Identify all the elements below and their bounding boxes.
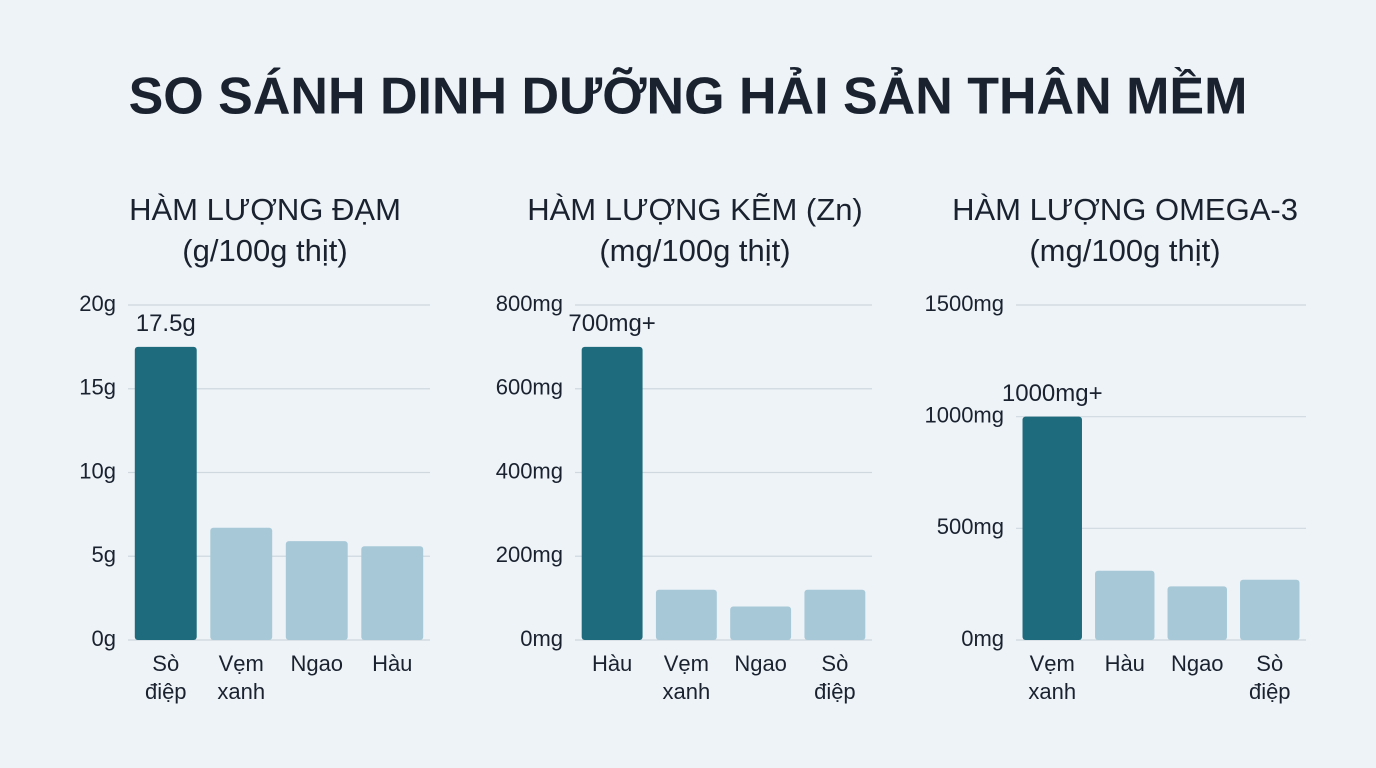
chart-subtitle: (g/100g thịt) bbox=[182, 233, 347, 268]
bar bbox=[1095, 570, 1155, 640]
chart-title: HÀM LƯỢNG OMEGA-3 bbox=[952, 192, 1298, 227]
x-tick-label-line: xanh bbox=[1028, 679, 1076, 704]
value-label: 1000mg+ bbox=[1002, 380, 1103, 407]
bar bbox=[1167, 586, 1227, 640]
y-tick-label: 5g bbox=[92, 542, 116, 567]
chart-title: HÀM LƯỢNG ĐẠM bbox=[129, 192, 401, 227]
bar bbox=[210, 527, 273, 640]
bar bbox=[581, 346, 643, 640]
bar bbox=[134, 346, 197, 640]
y-tick-label: 0g bbox=[92, 626, 116, 651]
x-tick-label-line: điệp bbox=[814, 679, 856, 704]
y-tick-label: 200mg bbox=[496, 542, 563, 567]
x-tick-label-line: Vẹm bbox=[664, 651, 709, 676]
y-tick-label: 20g bbox=[79, 291, 116, 316]
bar bbox=[1022, 416, 1082, 640]
chart-subtitle: (mg/100g thịt) bbox=[1029, 233, 1220, 268]
x-tick-label: Ngao bbox=[290, 651, 343, 676]
y-tick-label: 600mg bbox=[496, 375, 563, 400]
chart-subtitle: (mg/100g thịt) bbox=[599, 233, 790, 268]
x-tick-label-line: Sò bbox=[821, 651, 848, 676]
x-tick-label: Vẹm xanh bbox=[217, 651, 265, 704]
chart: HÀM LƯỢNG OMEGA-3 (mg/100g thịt) 0mg 500mg 1… bbox=[924, 192, 1306, 704]
bar bbox=[285, 541, 348, 640]
x-tick-label: Sò điệp bbox=[145, 651, 187, 704]
y-tick-label: 1500mg bbox=[924, 291, 1004, 316]
x-tick-label-line: điệp bbox=[145, 679, 187, 704]
x-tick-label: Sò điệp bbox=[1249, 651, 1291, 704]
bar bbox=[730, 606, 792, 640]
value-label: 17.5g bbox=[136, 310, 196, 337]
chart: HÀM LƯỢNG ĐẠM (g/100g thịt) 0g 5g 10g 15g 20g 1… bbox=[79, 192, 430, 704]
x-tick-label-line: xanh bbox=[217, 679, 265, 704]
x-tick-label: Hàu bbox=[372, 651, 412, 676]
y-tick-label: 500mg bbox=[937, 514, 1004, 539]
value-label: 700mg+ bbox=[568, 310, 655, 337]
x-tick-label: Vẹm xanh bbox=[663, 651, 711, 704]
chart: HÀM LƯỢNG KẼM (Zn) (mg/100g thịt) 0mg 200mg… bbox=[496, 192, 872, 704]
main-title: SO SÁNH DINH DƯỠNG HẢI SẢN THÂN MỀM bbox=[129, 67, 1248, 126]
x-tick-label-line: Sò bbox=[1256, 651, 1283, 676]
x-tick-label-line: Vẹm bbox=[1030, 651, 1075, 676]
y-tick-label: 0mg bbox=[961, 626, 1004, 651]
x-tick-label-line: điệp bbox=[1249, 679, 1291, 704]
x-tick-label: Vẹm xanh bbox=[1028, 651, 1076, 704]
y-tick-label: 0mg bbox=[520, 626, 563, 651]
x-tick-label-line: Vẹm bbox=[219, 651, 264, 676]
x-tick-label-line: xanh bbox=[663, 679, 711, 704]
x-tick-label: Hàu bbox=[592, 651, 632, 676]
bar bbox=[804, 589, 866, 640]
y-tick-label: 400mg bbox=[496, 458, 563, 483]
bar bbox=[361, 546, 424, 640]
x-tick-label: Ngao bbox=[734, 651, 787, 676]
y-tick-label: 800mg bbox=[496, 291, 563, 316]
y-tick-label: 15g bbox=[79, 375, 116, 400]
chart-title: HÀM LƯỢNG KẼM (Zn) bbox=[527, 192, 863, 227]
x-tick-label: Hàu bbox=[1105, 651, 1145, 676]
y-tick-label: 10g bbox=[79, 458, 116, 483]
bar bbox=[655, 589, 717, 640]
x-tick-label: Sò điệp bbox=[814, 651, 856, 704]
y-tick-label: 1000mg bbox=[924, 402, 1004, 427]
x-tick-label: Ngao bbox=[1171, 651, 1224, 676]
bar bbox=[1240, 579, 1300, 640]
x-tick-label-line: Sò bbox=[152, 651, 179, 676]
